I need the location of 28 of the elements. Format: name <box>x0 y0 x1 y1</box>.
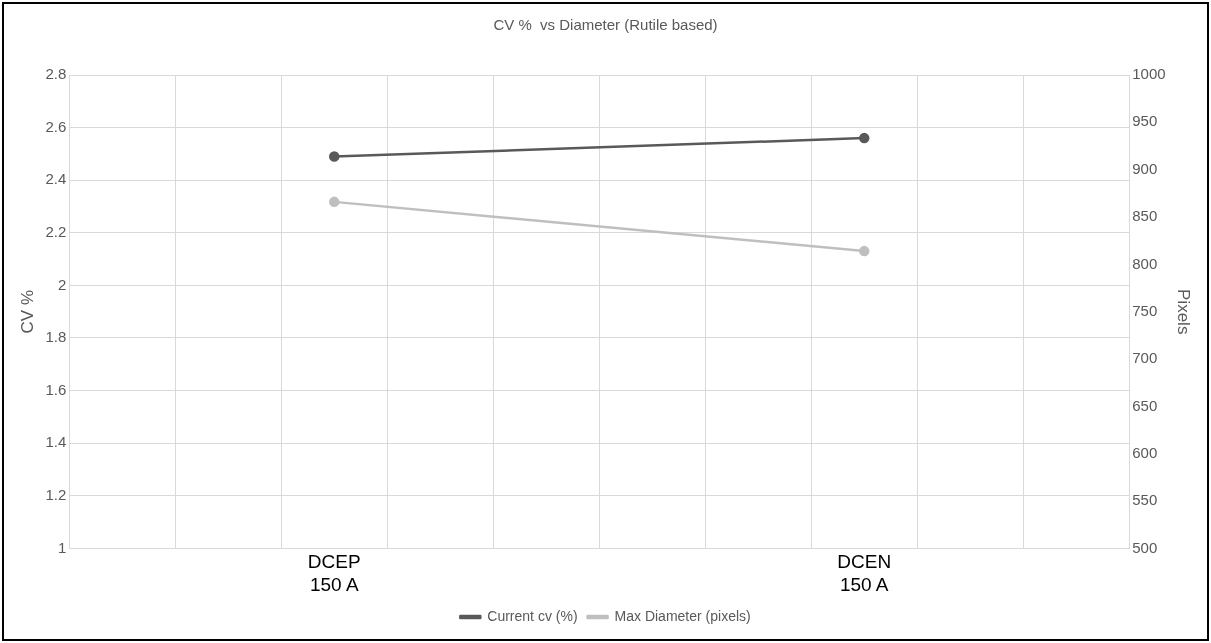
y-tick-label: 2.2 <box>45 222 67 240</box>
y2-tick-label: 800 <box>1132 254 1158 272</box>
x-tick-label: DCEP 150 A <box>307 551 361 595</box>
legend-label: Current cv (%) <box>487 607 578 624</box>
y2-tick-label: 600 <box>1132 443 1158 461</box>
y-tick-label: 1 <box>57 538 67 556</box>
y-tick-label: 1.2 <box>45 485 67 503</box>
y-tick-label: 2 <box>57 275 67 293</box>
y2-tick-label: 550 <box>1132 491 1158 509</box>
y2-tick-label: 700 <box>1132 349 1158 367</box>
y-tick-label: 1.8 <box>45 328 67 346</box>
y2-tick-label: 950 <box>1132 112 1158 130</box>
chart-title: CV % vs Diameter (Rutile based) <box>493 16 718 34</box>
y-tick-label: 1.4 <box>45 433 67 451</box>
y-tick-label: 2.8 <box>45 65 67 83</box>
y-axis-title: CV % <box>17 289 37 334</box>
y2-tick-label: 650 <box>1132 396 1158 414</box>
y2-tick-label: 500 <box>1132 538 1158 556</box>
y2-tick-label: 850 <box>1132 207 1158 225</box>
y2-tick-label: 750 <box>1132 301 1158 319</box>
y-tick-label: 1.6 <box>45 380 67 398</box>
x-tick-label: DCEN 150 A <box>837 551 892 595</box>
y2-tick-label: 1000 <box>1132 65 1166 83</box>
y-tick-label: 2.4 <box>45 170 67 188</box>
y2-axis-title: Pixels <box>1174 289 1194 335</box>
y2-tick-label: 900 <box>1132 159 1158 177</box>
y-tick-label: 2.6 <box>45 117 67 135</box>
legend-label: Max Diameter (pixels) <box>614 607 751 624</box>
